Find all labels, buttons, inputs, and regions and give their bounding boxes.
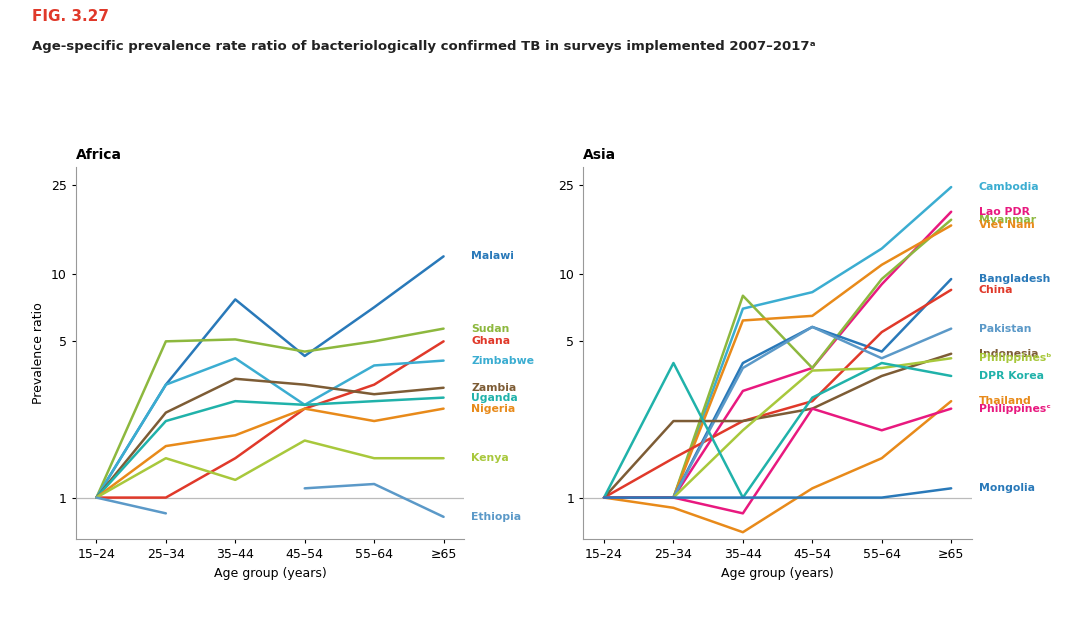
Text: DPR Korea: DPR Korea: [978, 371, 1044, 381]
Text: Ethiopia: Ethiopia: [471, 512, 522, 522]
Text: Pakistan: Pakistan: [978, 324, 1031, 334]
Text: Age-specific prevalence rate ratio of bacteriologically confirmed TB in surveys : Age-specific prevalence rate ratio of ba…: [32, 40, 816, 53]
Text: Ghana: Ghana: [471, 336, 511, 347]
Text: China: China: [978, 285, 1013, 295]
Text: Malawi: Malawi: [471, 251, 514, 262]
Text: Philippinesᶜ: Philippinesᶜ: [978, 404, 1051, 414]
Text: Bangladesh: Bangladesh: [978, 274, 1051, 284]
X-axis label: Age group (years): Age group (years): [214, 567, 326, 580]
Text: Viet Nam: Viet Nam: [978, 221, 1035, 231]
Text: Uganda: Uganda: [471, 392, 518, 402]
Text: Asia: Asia: [583, 148, 617, 162]
Text: Sudan: Sudan: [471, 324, 510, 334]
Text: Kenya: Kenya: [471, 453, 509, 463]
Text: Thailand: Thailand: [978, 396, 1031, 406]
Text: Myanmar: Myanmar: [978, 215, 1036, 224]
Text: FIG. 3.27: FIG. 3.27: [32, 9, 109, 24]
Text: Lao PDR: Lao PDR: [978, 206, 1030, 217]
Text: Nigeria: Nigeria: [471, 404, 515, 414]
Text: Philippinesᵇ: Philippinesᵇ: [978, 353, 1052, 363]
Text: Zambia: Zambia: [471, 383, 516, 392]
Text: Cambodia: Cambodia: [978, 182, 1040, 192]
Text: Mongolia: Mongolia: [978, 484, 1035, 494]
Text: Africa: Africa: [76, 148, 122, 162]
Y-axis label: Prevalence ratio: Prevalence ratio: [32, 303, 45, 404]
X-axis label: Age group (years): Age group (years): [721, 567, 834, 580]
Text: Zimbabwe: Zimbabwe: [471, 356, 535, 366]
Text: Indonesia: Indonesia: [978, 348, 1039, 359]
